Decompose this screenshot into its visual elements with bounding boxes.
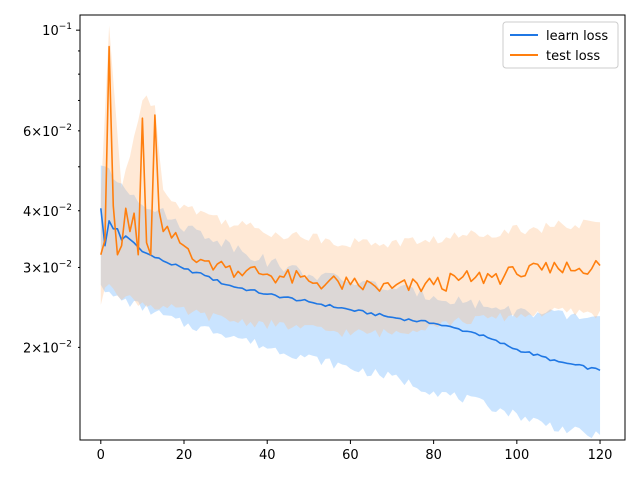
- series-lines: [100, 45, 601, 372]
- x-tick-label: 60: [342, 448, 359, 463]
- y-tick-label: 10−1: [42, 22, 72, 39]
- x-tick-label: 0: [97, 448, 105, 463]
- y-axis: 10−1 2×10−2 3×10−2 4×10−2 6×10−2: [23, 22, 80, 356]
- legend: learn loss test loss: [502, 21, 619, 69]
- y-tick-label: 3×10−2: [23, 259, 72, 276]
- x-axis: 0 20 40 60 80 100 120: [97, 440, 613, 463]
- line-test-loss: [100, 45, 601, 293]
- legend-box: [502, 21, 619, 69]
- band-test-loss: [100, 25, 601, 338]
- x-tick-label: 120: [588, 448, 613, 463]
- y-tick-label: 4×10−2: [23, 203, 72, 220]
- band-learn-loss: [100, 165, 601, 439]
- plot-frame: [79, 14, 626, 441]
- y-tick-label: 6×10−2: [23, 123, 72, 140]
- y-tick-label: 2×10−2: [23, 339, 72, 356]
- x-tick-label: 20: [176, 448, 193, 463]
- line-learn-loss: [100, 208, 601, 372]
- legend-label: test loss: [546, 49, 600, 64]
- x-tick-label: 40: [259, 448, 276, 463]
- x-tick-label: 100: [504, 448, 529, 463]
- legend-label: learn loss: [546, 29, 608, 44]
- x-tick-label: 80: [425, 448, 442, 463]
- confidence-bands: [100, 25, 601, 439]
